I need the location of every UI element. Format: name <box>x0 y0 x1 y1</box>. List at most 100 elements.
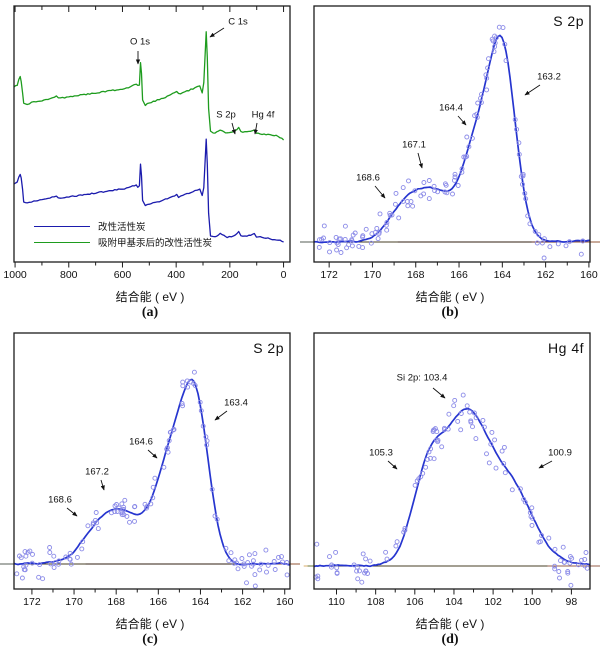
panel-letter-d: (d) <box>441 632 459 647</box>
x-tick-label: 0 <box>281 269 287 281</box>
data-point <box>228 550 234 556</box>
legend-line-swatch <box>34 225 90 227</box>
data-point <box>452 397 458 403</box>
data-point <box>252 551 258 557</box>
data-point <box>92 517 98 523</box>
data-point <box>180 383 186 389</box>
data-point <box>374 225 380 231</box>
data-point <box>316 244 322 250</box>
data-point <box>534 240 540 246</box>
x-tick-label: 98 <box>566 596 578 608</box>
annotation-arrow <box>457 115 467 126</box>
data-point <box>552 546 558 552</box>
data-point <box>424 456 430 462</box>
data-point <box>426 178 432 183</box>
data-point <box>435 189 441 195</box>
data-point <box>468 419 474 425</box>
data-point <box>486 56 491 62</box>
data-point <box>529 505 535 511</box>
envelope-curve <box>313 34 591 244</box>
data-point <box>36 574 42 580</box>
x-tick-label: 800 <box>60 269 78 281</box>
panel-d-hg4f-spectrum: 110 108 106 104 102 100 98 Si 2p: 103.4 105.3 100… <box>300 327 600 654</box>
data-point <box>458 427 464 433</box>
data-point <box>389 212 395 218</box>
data-point <box>148 501 154 507</box>
data-point <box>191 369 197 375</box>
data-point <box>421 191 427 197</box>
data-point <box>556 569 562 574</box>
plot-frame <box>13 5 291 263</box>
data-point <box>209 486 215 492</box>
peak-annotation: 105.3 <box>369 448 393 459</box>
data-point <box>527 221 533 227</box>
annotation-arrow <box>253 122 258 135</box>
data-point <box>67 556 73 562</box>
data-point <box>383 549 389 555</box>
annotation-arrow <box>100 479 105 491</box>
data-point <box>40 576 46 582</box>
data-point <box>431 183 437 189</box>
data-point <box>93 510 99 515</box>
data-point <box>584 565 590 571</box>
x-tick-label: 172 <box>23 596 41 608</box>
x-tick-label: 102 <box>484 596 502 608</box>
x-axis-ticks <box>31 589 286 595</box>
data-point <box>472 113 478 119</box>
data-point <box>329 562 335 568</box>
data-point <box>501 461 507 467</box>
data-point <box>408 199 414 204</box>
legend-label: 改性活性炭 <box>98 222 146 233</box>
data-point <box>122 497 128 503</box>
data-point <box>198 408 204 414</box>
data-point <box>355 576 361 582</box>
data-point <box>327 249 332 255</box>
data-point <box>529 522 535 528</box>
data-point <box>580 238 586 244</box>
data-point <box>464 153 470 159</box>
data-point <box>317 237 322 243</box>
data-point <box>121 504 127 510</box>
data-point <box>384 556 390 562</box>
legend-entry: 吸附甲基汞后的改性活性炭 <box>34 236 212 249</box>
data-point <box>197 399 203 405</box>
data-point <box>521 496 527 502</box>
plot-frame <box>313 5 591 263</box>
data-point <box>576 562 581 568</box>
data-point <box>85 523 91 529</box>
x-tick-label: 160 <box>276 596 294 608</box>
data-point <box>333 549 339 555</box>
data-point <box>161 464 167 470</box>
data-point <box>179 401 185 406</box>
data-point <box>541 255 547 261</box>
data-point <box>334 570 340 576</box>
data-point <box>334 565 340 571</box>
data-point <box>51 553 57 559</box>
data-point <box>51 565 57 570</box>
data-point <box>239 556 245 561</box>
x-tick-label: 162 <box>234 596 252 608</box>
data-point <box>284 560 290 565</box>
panel-letter-b: (b) <box>441 305 459 320</box>
data-point <box>563 243 569 249</box>
data-point <box>21 567 27 573</box>
data-point <box>552 566 558 572</box>
data-point <box>402 525 408 531</box>
data-point <box>459 166 465 172</box>
x-axis-label: 结合能 ( eV ) <box>415 290 485 304</box>
x-tick-label: 168 <box>407 269 425 281</box>
data-point <box>467 409 473 415</box>
data-point <box>478 100 484 105</box>
data-point <box>351 562 357 568</box>
raw-data-scatter <box>316 24 586 261</box>
data-point <box>152 475 158 481</box>
data-point <box>350 232 356 238</box>
data-point <box>479 91 484 97</box>
data-point <box>481 424 487 430</box>
s2p-fit-plot: 172 170 168 166 164 162 160 168.6 167.2 164.6 163.… <box>0 332 300 608</box>
data-point <box>327 240 333 246</box>
data-point <box>492 437 498 443</box>
data-point <box>257 567 263 573</box>
data-point <box>426 196 432 202</box>
data-point <box>360 551 366 557</box>
